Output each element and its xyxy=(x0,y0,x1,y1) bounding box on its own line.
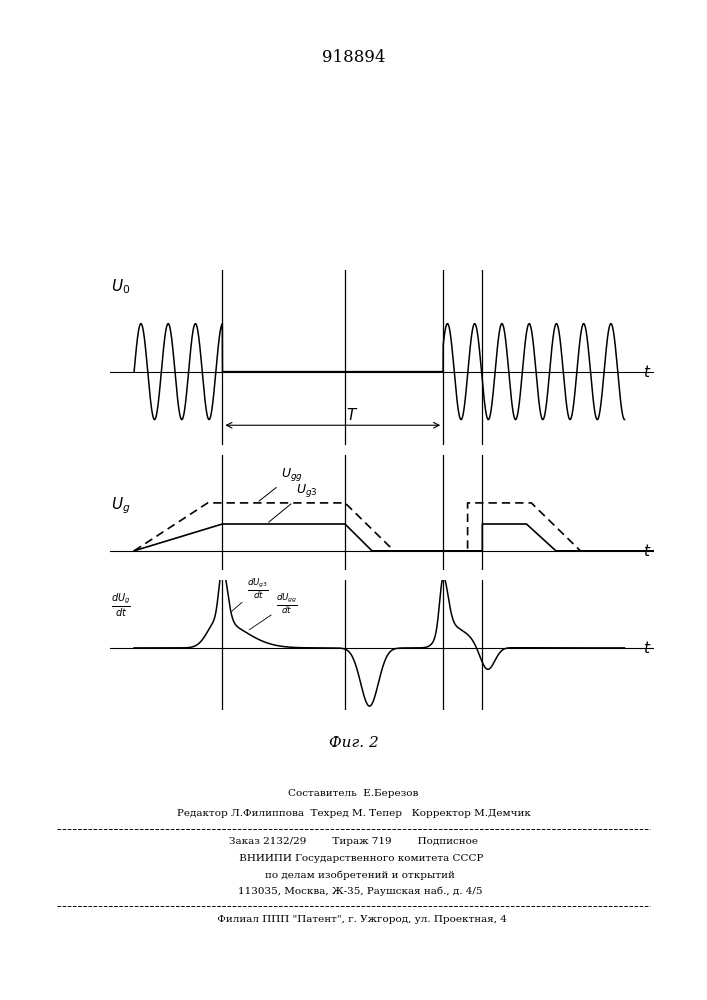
Text: $U_{gg}$: $U_{gg}$ xyxy=(259,466,303,501)
Text: $U_0$: $U_0$ xyxy=(111,278,130,296)
Text: $t$: $t$ xyxy=(643,364,652,380)
Text: ВНИИПИ Государственного комитета СССР: ВНИИПИ Государственного комитета СССР xyxy=(223,854,484,863)
Text: $\frac{dU_{gg}}{dt}$: $\frac{dU_{gg}}{dt}$ xyxy=(249,592,298,630)
Text: по делам изобретений и открытий: по делам изобретений и открытий xyxy=(252,870,455,880)
Text: Фиг. 2: Фиг. 2 xyxy=(329,736,378,750)
Text: $U_g$: $U_g$ xyxy=(111,496,131,516)
Text: Заказ 2132/29        Тираж 719        Подписное: Заказ 2132/29 Тираж 719 Подписное xyxy=(229,837,478,846)
Text: $\frac{dU_{g3}}{dt}$: $\frac{dU_{g3}}{dt}$ xyxy=(232,576,269,611)
Text: $U_{g3}$: $U_{g3}$ xyxy=(269,482,317,522)
Text: 113035, Москва, Ж-35, Раушская наб., д. 4/5: 113035, Москва, Ж-35, Раушская наб., д. … xyxy=(225,887,482,896)
Text: $t$: $t$ xyxy=(643,543,652,559)
Text: Составитель  Е.Березов: Составитель Е.Березов xyxy=(288,788,419,798)
Text: Редактор Л.Филиппова  Техред М. Тепер   Корректор М.Демчик: Редактор Л.Филиппова Техред М. Тепер Кор… xyxy=(177,810,530,818)
Text: $\frac{dU_g}{dt}$: $\frac{dU_g}{dt}$ xyxy=(111,591,131,619)
Text: $T$: $T$ xyxy=(346,407,358,423)
Text: $t$: $t$ xyxy=(643,640,652,656)
Text: 918894: 918894 xyxy=(322,49,385,66)
Text: Филиал ППП "Патент", г. Ужгород, ул. Проектная, 4: Филиал ППП "Патент", г. Ужгород, ул. Про… xyxy=(201,914,506,924)
